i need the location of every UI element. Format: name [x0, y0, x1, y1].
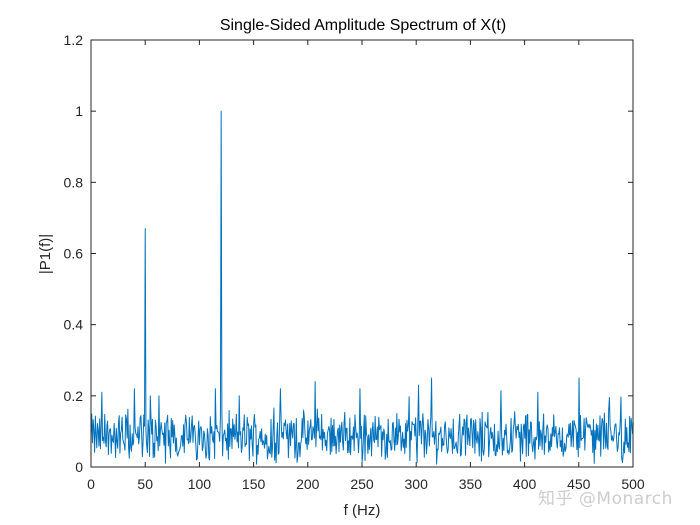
series-group	[90, 110, 634, 465]
x-tick-label: 200	[296, 476, 320, 492]
x-tick-label: 100	[188, 476, 212, 492]
x-tick-label: 250	[350, 476, 374, 492]
x-tick-label: 350	[459, 476, 483, 492]
y-tick-label: 1.2	[64, 32, 84, 48]
x-tick-label: 300	[405, 476, 429, 492]
x-tick-label: 50	[137, 476, 153, 492]
y-tick-label: 0.8	[64, 174, 84, 190]
x-tick-label: 500	[621, 476, 645, 492]
x-axis-label: f (Hz)	[344, 502, 381, 519]
x-tick-label: 150	[242, 476, 266, 492]
y-tick-label: 0.4	[64, 317, 84, 333]
y-tick-label: 1	[75, 103, 83, 119]
y-axis-label: |P1(f)|	[37, 234, 54, 274]
y-tick-label: 0	[75, 459, 83, 475]
x-tick-label: 450	[567, 476, 591, 492]
x-tick-label: 400	[513, 476, 537, 492]
y-tick-label: 0.2	[64, 388, 84, 404]
plot-frame	[90, 39, 634, 468]
spectrum-series-line	[90, 110, 634, 465]
watermark-text: 知乎 @Monarch	[538, 489, 673, 509]
chart-title: Single-Sided Amplitude Spectrum of X(t)	[220, 17, 506, 34]
x-tick-label: 0	[87, 476, 95, 492]
y-tick-label: 0.6	[64, 246, 84, 262]
axes: 0 50 100 150 200 250 300 350 400 450 500 0 0.2 0.4 0.6…	[64, 32, 645, 492]
